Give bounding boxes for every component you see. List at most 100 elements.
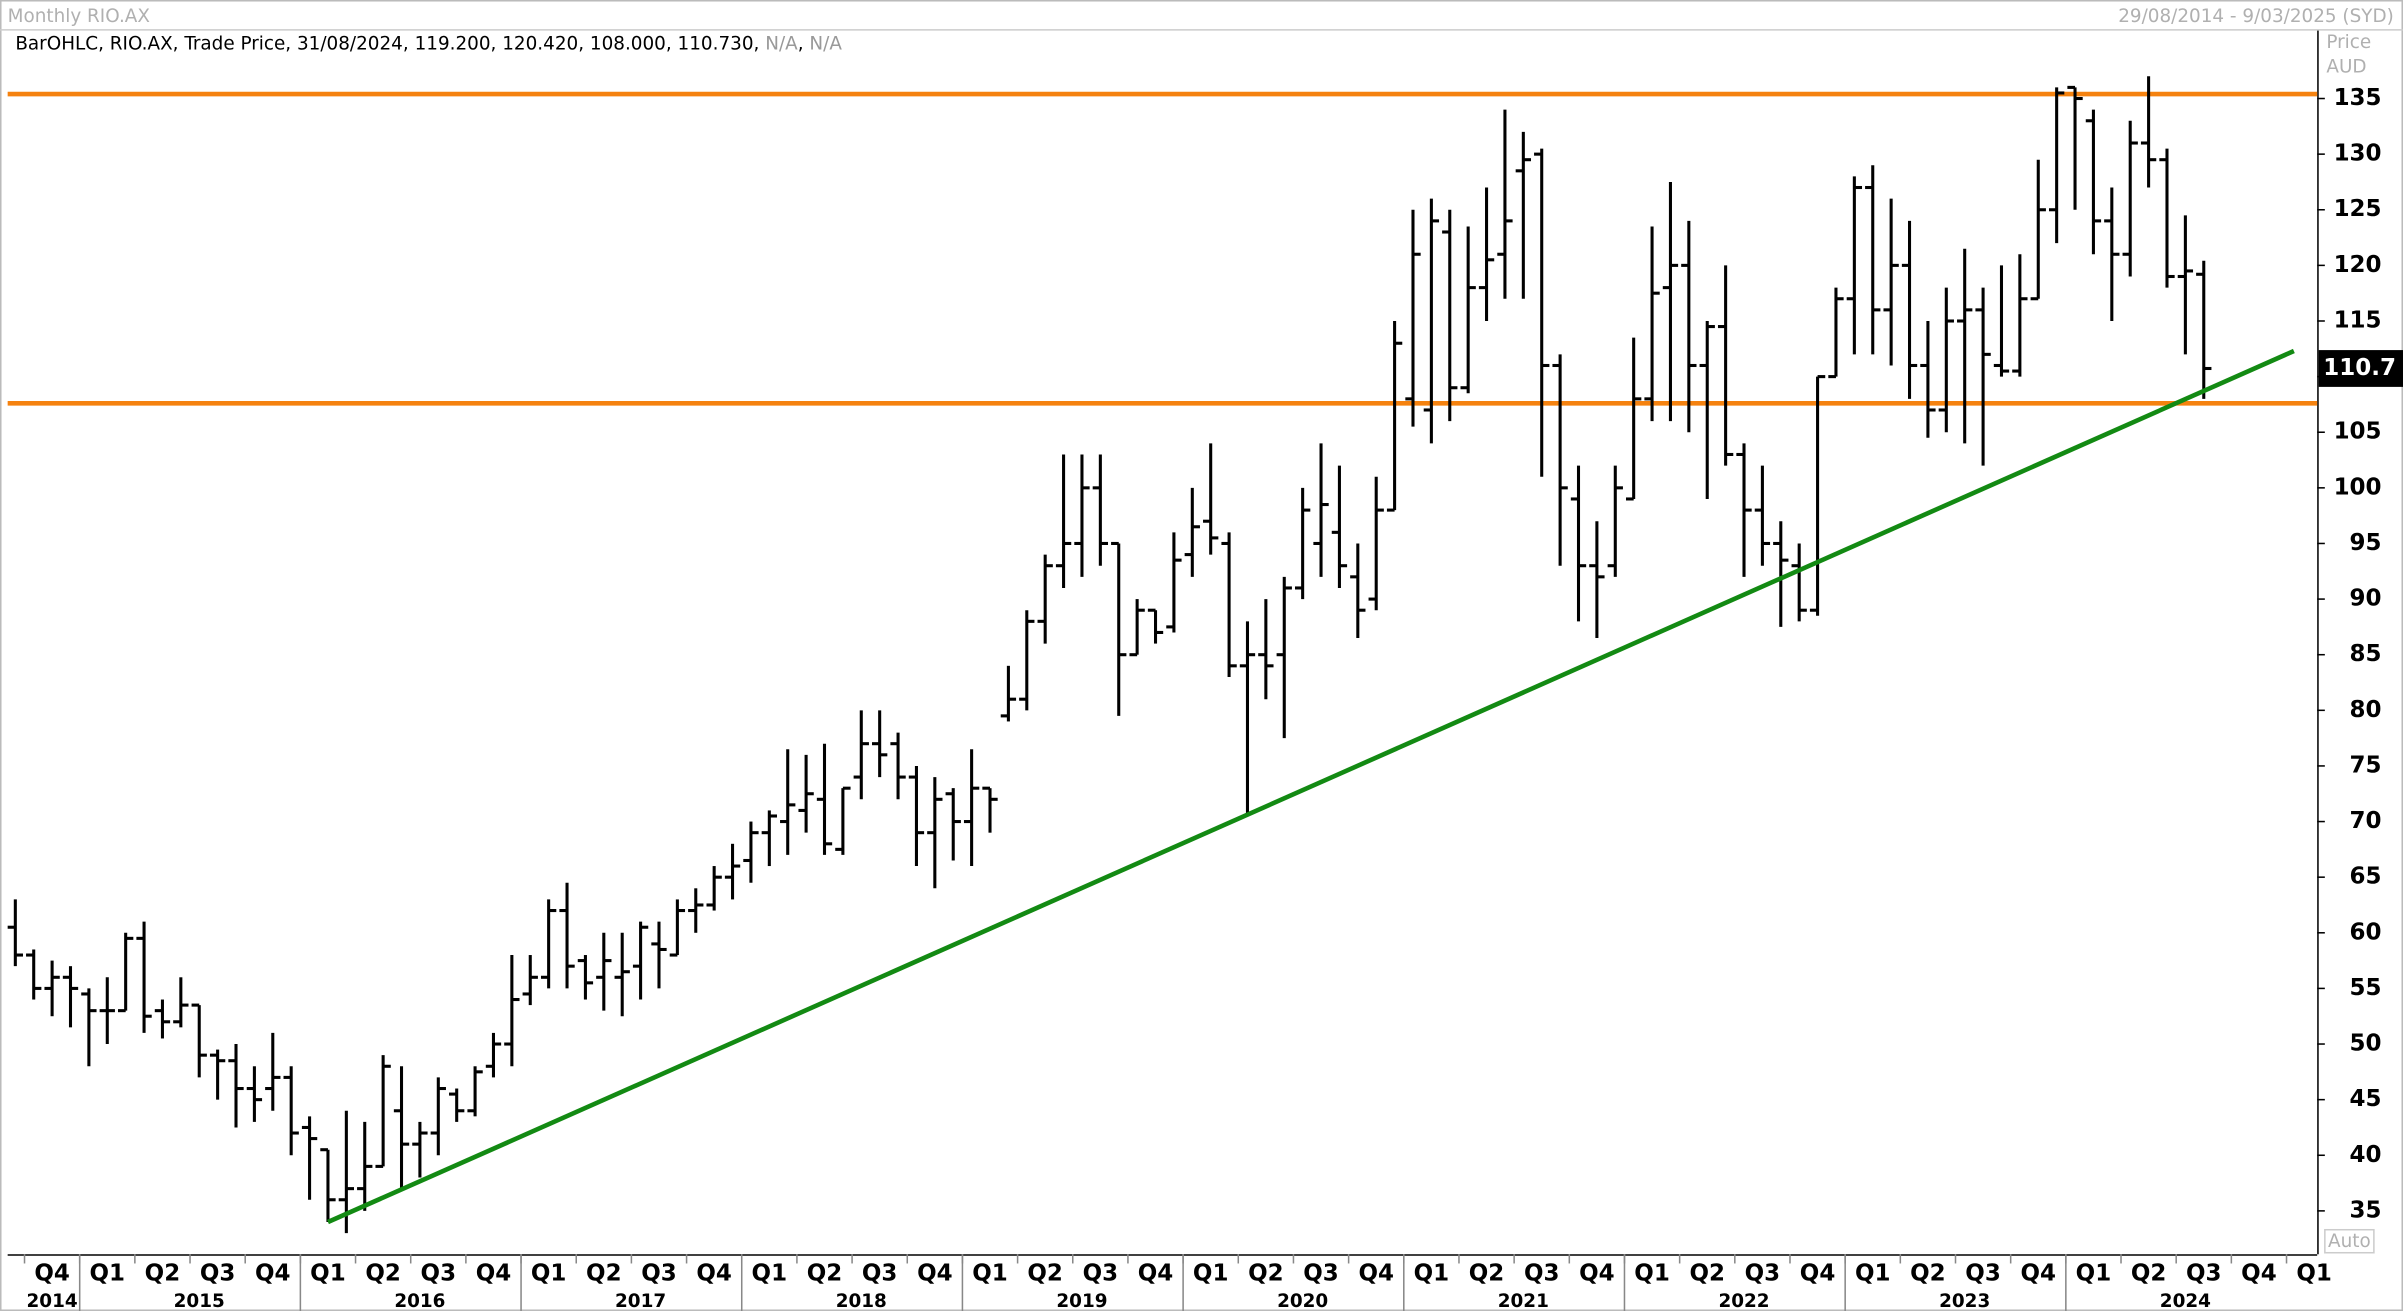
x-tick-label: Q4 (917, 1261, 953, 1287)
y-tick-label: 70 (2350, 808, 2382, 834)
x-tick-label: Q1 (752, 1261, 788, 1287)
y-tick-label: 100 (2334, 474, 2382, 500)
legend-sep: , (754, 33, 766, 54)
year-label: 2022 (1718, 1291, 1769, 1311)
x-tick-label: Q1 (1193, 1261, 1229, 1287)
y-tick-label: 75 (2350, 752, 2382, 778)
x-tick-label: Q2 (1027, 1261, 1063, 1287)
legend-item: 110.730 (678, 33, 754, 54)
legend-item: N/A (809, 33, 842, 54)
x-tick-label: Q1 (90, 1261, 126, 1287)
chart-title: Monthly RIO.AX (8, 6, 151, 27)
x-tick-label: Q2 (145, 1261, 181, 1287)
trendline (327, 348, 2295, 1225)
x-tick-label: Q4 (1138, 1261, 1174, 1287)
x-tick-label: Q3 (1083, 1261, 1119, 1287)
y-tick-label: 135 (2334, 85, 2382, 111)
x-tick-label: Q3 (1303, 1261, 1339, 1287)
year-label: 2014 (27, 1291, 78, 1311)
x-tick-label: Q4 (255, 1261, 291, 1287)
y-tick-label: 115 (2334, 307, 2382, 333)
legend-sep: , (491, 33, 503, 54)
y-tick-label: 120 (2334, 252, 2382, 278)
price-tag: 110.7 (2323, 355, 2396, 381)
y-tick-label: 95 (2350, 530, 2382, 556)
y-tick-label: 130 (2334, 141, 2382, 167)
legend-sep: , (173, 33, 185, 54)
x-tick-label: Q1 (1855, 1261, 1891, 1287)
year-label: 2018 (836, 1291, 887, 1311)
x-tick-label: Q1 (972, 1261, 1008, 1287)
x-tick-label: Q3 (1745, 1261, 1781, 1287)
y-tick-label: 125 (2334, 196, 2382, 222)
y-tick-label: 45 (2350, 1086, 2382, 1112)
year-label: 2015 (174, 1291, 225, 1311)
x-tick-label: Q4 (34, 1261, 70, 1287)
legend-item: 119.200 (415, 33, 491, 54)
x-tick-label: Q1 (2076, 1261, 2112, 1287)
x-tick-label: Q3 (1965, 1261, 2001, 1287)
y-tick-label: 90 (2350, 586, 2382, 612)
x-tick-label: Q3 (1524, 1261, 1560, 1287)
x-tick-label: Q1 (1634, 1261, 1670, 1287)
axis-unit: AUD (2326, 56, 2366, 77)
legend-item: 120.420 (502, 33, 578, 54)
year-label: 2024 (2160, 1291, 2211, 1311)
x-tick-label: Q4 (1800, 1261, 1836, 1287)
year-label: 2016 (394, 1291, 445, 1311)
y-tick-label: 85 (2350, 641, 2382, 667)
x-tick-label: Q2 (1248, 1261, 1284, 1287)
legend-item: 31/08/2024 (297, 33, 403, 54)
y-tick-label: 35 (2350, 1197, 2382, 1223)
x-tick-label: Q2 (2131, 1261, 2167, 1287)
year-label: 2021 (1498, 1291, 1549, 1311)
x-tick-label: Q2 (586, 1261, 622, 1287)
y-tick-label: 60 (2350, 919, 2382, 945)
x-tick-label: Q3 (2186, 1261, 2222, 1287)
legend-item: RIO.AX (110, 33, 173, 54)
price-tag-box (2318, 350, 2403, 387)
legend-item: 108.000 (590, 33, 666, 54)
scale-mode: Auto (2328, 1231, 2371, 1252)
legend-sep: , (798, 33, 810, 54)
legend-sep: , (403, 33, 415, 54)
x-tick-label: Q3 (862, 1261, 898, 1287)
legend-item: N/A (765, 33, 798, 54)
y-tick-label: 105 (2334, 419, 2382, 445)
y-tick-label: 80 (2350, 697, 2382, 723)
x-tick-label: Q3 (200, 1261, 236, 1287)
year-label: 2020 (1277, 1291, 1328, 1311)
x-tick-label: Q4 (1358, 1261, 1394, 1287)
legend-sep: , (578, 33, 590, 54)
x-tick-label: Q2 (1469, 1261, 1505, 1287)
x-tick-label: Q4 (2020, 1261, 2056, 1287)
legend-sep: , (285, 33, 297, 54)
year-label: 2023 (1939, 1291, 1990, 1311)
scale-box (2324, 1228, 2375, 1254)
y-tick-label: 50 (2350, 1031, 2382, 1057)
x-tick-label: Q2 (365, 1261, 401, 1287)
date-range: 29/08/2014 - 9/03/2025 (SYD) (2118, 6, 2394, 27)
year-label: 2017 (615, 1291, 666, 1311)
x-tick-label: Q4 (2241, 1261, 2277, 1287)
x-tick-label: Q1 (531, 1261, 567, 1287)
legend-item: BarOHLC (15, 33, 98, 54)
x-tick-label: Q2 (1910, 1261, 1946, 1287)
x-tick-label: Q1 (1414, 1261, 1450, 1287)
y-tick-label: 65 (2350, 864, 2382, 890)
x-tick-label: Q3 (641, 1261, 677, 1287)
x-tick-label: Q1 (310, 1261, 346, 1287)
legend-sep: , (666, 33, 678, 54)
legend: BarOHLC, RIO.AX, Trade Price, 31/08/2024… (15, 33, 842, 54)
x-tick-label: Q2 (807, 1261, 843, 1287)
legend-sep: , (98, 33, 110, 54)
y-tick-label: 40 (2350, 1142, 2382, 1168)
legend-item: Trade Price (183, 33, 285, 54)
axis-title: Price (2326, 32, 2371, 53)
x-tick-label: Q4 (1579, 1261, 1615, 1287)
x-tick-label: Q1 (2296, 1261, 2332, 1287)
x-tick-label: Q3 (421, 1261, 457, 1287)
y-tick-label: 55 (2350, 975, 2382, 1001)
